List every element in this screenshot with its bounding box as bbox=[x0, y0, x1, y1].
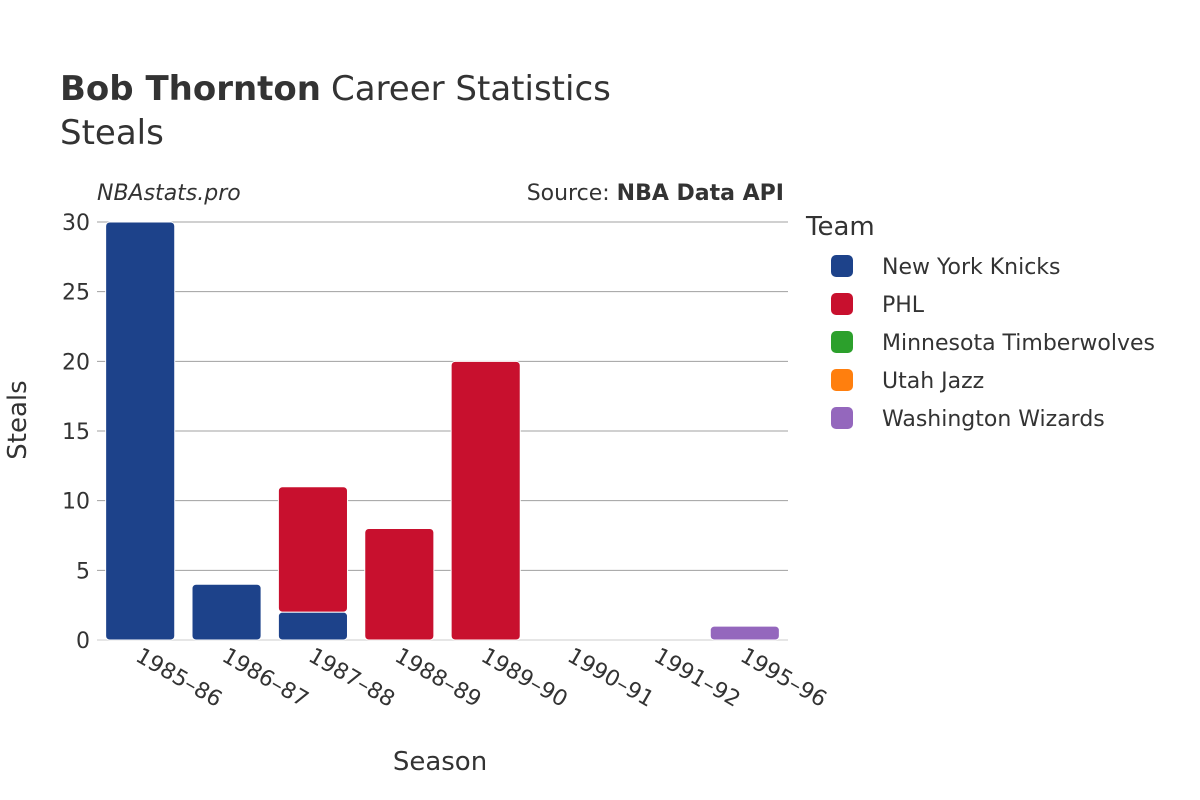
chart-subtitle: Steals bbox=[60, 113, 164, 153]
source-prefix: Source: bbox=[527, 181, 617, 206]
x-tick-label: 1995–96 bbox=[736, 644, 831, 713]
y-tick-label: 15 bbox=[62, 420, 90, 445]
bar-new-york-knicks[interactable] bbox=[277, 611, 348, 641]
gridlines bbox=[97, 221, 788, 641]
legend-label-phl[interactable]: PHL bbox=[882, 293, 925, 318]
x-tick-labels: 1985–861986–871987–881988–891989–901990–… bbox=[131, 644, 830, 713]
legend-swatch-utah-jazz[interactable] bbox=[831, 369, 853, 391]
x-axis-label: Season bbox=[393, 747, 487, 777]
y-tick-labels: 0 5 10 15 20 25 30 bbox=[62, 211, 90, 654]
legend-label-minnesota-timberwolves[interactable]: Minnesota Timberwolves bbox=[882, 331, 1155, 356]
y-tick-label: 20 bbox=[62, 350, 90, 375]
legend-label-utah-jazz[interactable]: Utah Jazz bbox=[882, 369, 984, 394]
bar-washington-wizards[interactable] bbox=[709, 625, 780, 641]
x-tick-label: 1988–89 bbox=[390, 644, 485, 713]
legend-swatch-washington-wizards[interactable] bbox=[831, 407, 853, 429]
x-tick-label: 1986–87 bbox=[218, 644, 313, 713]
legend-swatch-new-york-knicks[interactable] bbox=[831, 255, 853, 277]
legend-label-new-york-knicks[interactable]: New York Knicks bbox=[882, 255, 1061, 280]
y-tick-label: 10 bbox=[62, 490, 90, 515]
bars bbox=[105, 221, 780, 641]
y-tick-label: 0 bbox=[76, 629, 90, 654]
x-tick-label: 1990–91 bbox=[563, 644, 658, 713]
bar-phl[interactable] bbox=[450, 360, 521, 641]
bar-new-york-knicks[interactable] bbox=[191, 583, 262, 641]
x-tick-label: 1989–90 bbox=[477, 644, 572, 713]
x-tick-label: 1987–88 bbox=[304, 644, 399, 713]
x-tick-label: 1985–86 bbox=[131, 644, 226, 713]
player-name: Bob Thornton bbox=[60, 69, 321, 109]
legend-swatch-phl[interactable] bbox=[831, 293, 853, 315]
watermark: NBAstats.pro bbox=[97, 181, 241, 206]
y-tick-label: 30 bbox=[62, 211, 90, 236]
bar-phl[interactable] bbox=[277, 486, 348, 613]
bar-new-york-knicks[interactable] bbox=[105, 221, 176, 641]
x-tick-label: 1991–92 bbox=[649, 644, 744, 713]
legend-title: Team bbox=[805, 212, 875, 242]
chart-title: Bob Thornton Career Statistics bbox=[60, 69, 611, 109]
legend: New York Knicks PHL Minnesota Timberwolves… bbox=[831, 255, 1155, 432]
source-label: Source: NBA Data API bbox=[527, 181, 784, 206]
bar-phl[interactable] bbox=[364, 528, 435, 641]
y-axis-label: Steals bbox=[3, 380, 33, 459]
y-tick-label: 5 bbox=[76, 559, 90, 584]
title-rest: Career Statistics bbox=[331, 69, 611, 109]
legend-swatch-minnesota-timberwolves[interactable] bbox=[831, 331, 853, 353]
legend-label-washington-wizards[interactable]: Washington Wizards bbox=[882, 407, 1105, 432]
y-tick-label: 25 bbox=[62, 281, 90, 306]
source-name: NBA Data API bbox=[617, 181, 784, 206]
